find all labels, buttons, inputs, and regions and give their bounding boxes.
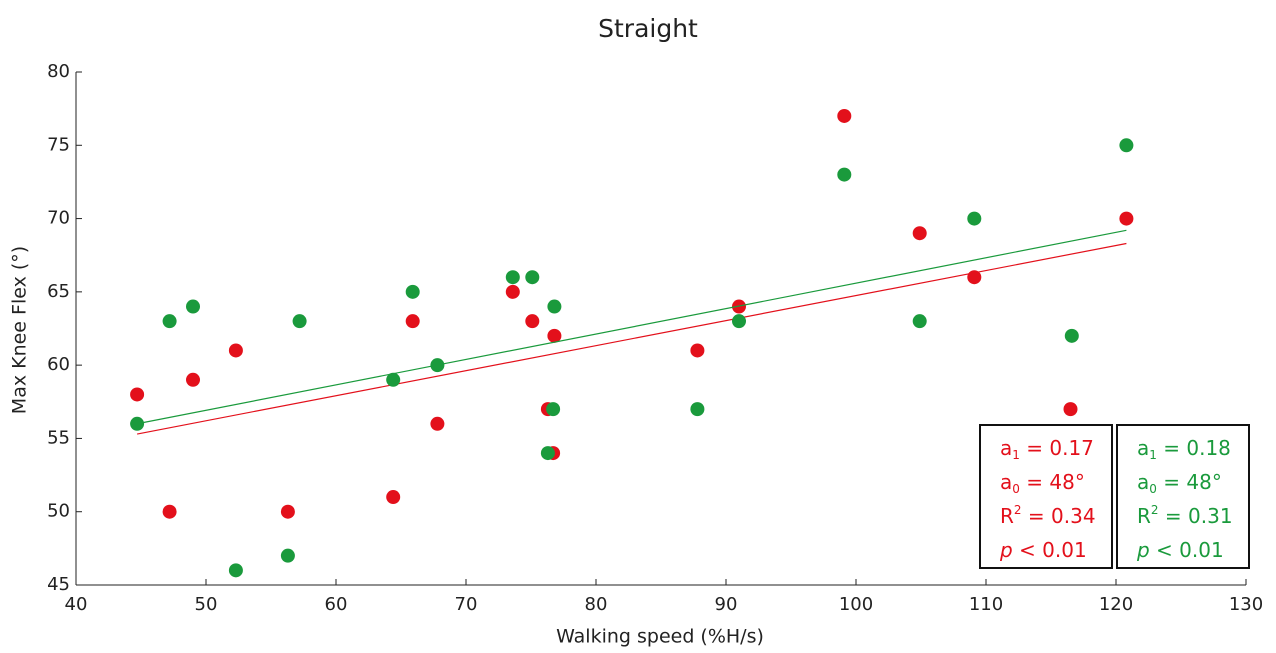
stats-subscript: 0 [1012, 482, 1020, 496]
y-tick-label: 70 [47, 208, 70, 229]
point [386, 490, 401, 505]
y-tick-label: 65 [47, 281, 70, 302]
stats-symbol: R [1137, 504, 1151, 528]
point [912, 314, 927, 329]
point [525, 314, 540, 329]
point [430, 416, 445, 431]
stats-line: a1 = 0.18 [1137, 436, 1231, 462]
point [130, 416, 145, 431]
point [186, 299, 200, 314]
point [1064, 328, 1079, 343]
point [732, 314, 746, 329]
x-axis-label: Walking speed (%H/s) [556, 626, 764, 648]
point [912, 226, 927, 241]
y-axis-label: Max Knee Flex (°) [9, 246, 31, 414]
stats-value: = 0.17 [1020, 436, 1094, 460]
point [228, 343, 243, 358]
stats-line: p < 0.01 [1136, 538, 1224, 562]
point [228, 563, 243, 578]
stats-line: R2 = 0.31 [1137, 503, 1233, 528]
x-tick-label: 120 [1099, 594, 1133, 615]
stats-value: < 0.01 [1013, 538, 1087, 562]
y-tick-label: 45 [47, 574, 70, 595]
point [1119, 211, 1134, 226]
x-tick-label: 80 [585, 594, 608, 615]
stats-box [979, 424, 1113, 569]
point [130, 387, 145, 402]
x-tick-label: 70 [455, 594, 478, 615]
point [505, 284, 520, 299]
point [280, 504, 295, 519]
stats-value: = 0.18 [1157, 436, 1231, 460]
y-tick-label: 60 [47, 354, 70, 375]
point [540, 446, 555, 461]
stats-value: = 48° [1020, 470, 1085, 494]
point [525, 270, 540, 285]
stats-subscript: 0 [1149, 482, 1157, 496]
point [690, 343, 705, 358]
stats-value: = 0.31 [1159, 504, 1233, 528]
stats-symbol: a [1137, 436, 1149, 460]
x-tick-label: 50 [195, 594, 218, 615]
point [405, 314, 420, 329]
point [186, 372, 200, 387]
point [162, 314, 177, 329]
stats-value: = 0.34 [1022, 504, 1096, 528]
stats-symbol: a [1000, 470, 1012, 494]
point [386, 372, 401, 387]
point [162, 504, 177, 519]
y-tick-label: 50 [47, 501, 70, 522]
point [546, 402, 561, 417]
point [292, 314, 307, 329]
stats-line: a0 = 48° [1000, 470, 1085, 496]
stats-box [1116, 424, 1250, 569]
point [505, 270, 520, 285]
point [837, 108, 852, 123]
point [690, 402, 705, 417]
point [280, 548, 295, 563]
fit-line [136, 242, 1127, 435]
point [405, 284, 420, 299]
point [967, 270, 982, 285]
x-tick-label: 40 [65, 594, 88, 615]
stats-symbol: p [1136, 538, 1150, 562]
point [967, 211, 982, 226]
stats-value: < 0.01 [1150, 538, 1224, 562]
point [547, 328, 562, 343]
x-tick-label: 110 [969, 594, 1003, 615]
chart-title: Straight [598, 14, 698, 43]
x-tick-label: 130 [1229, 594, 1263, 615]
point [837, 167, 852, 182]
y-tick-label: 75 [47, 134, 70, 155]
stats-superscript: 2 [1014, 503, 1022, 517]
stats-symbol: p [999, 538, 1013, 562]
fit-line [136, 229, 1127, 425]
x-tick-label: 90 [715, 594, 738, 615]
point [1119, 138, 1134, 153]
stats-subscript: 1 [1012, 448, 1020, 462]
point [430, 358, 445, 373]
y-tick-label: 55 [47, 427, 70, 448]
stats-subscript: 1 [1149, 448, 1157, 462]
stats-superscript: 2 [1151, 503, 1159, 517]
stats-line: R2 = 0.34 [1000, 503, 1096, 528]
stats-line: a1 = 0.17 [1000, 436, 1094, 462]
y-tick-label: 80 [47, 61, 70, 82]
point [1063, 402, 1078, 417]
x-tick-label: 100 [839, 594, 873, 615]
stats-value: = 48° [1157, 470, 1222, 494]
x-tick-label: 60 [325, 594, 348, 615]
stats-line: p < 0.01 [999, 538, 1087, 562]
stats-symbol: a [1000, 436, 1012, 460]
stats-line: a0 = 48° [1137, 470, 1222, 496]
point [547, 299, 562, 314]
stats-symbol: a [1137, 470, 1149, 494]
stats-symbol: R [1000, 504, 1014, 528]
